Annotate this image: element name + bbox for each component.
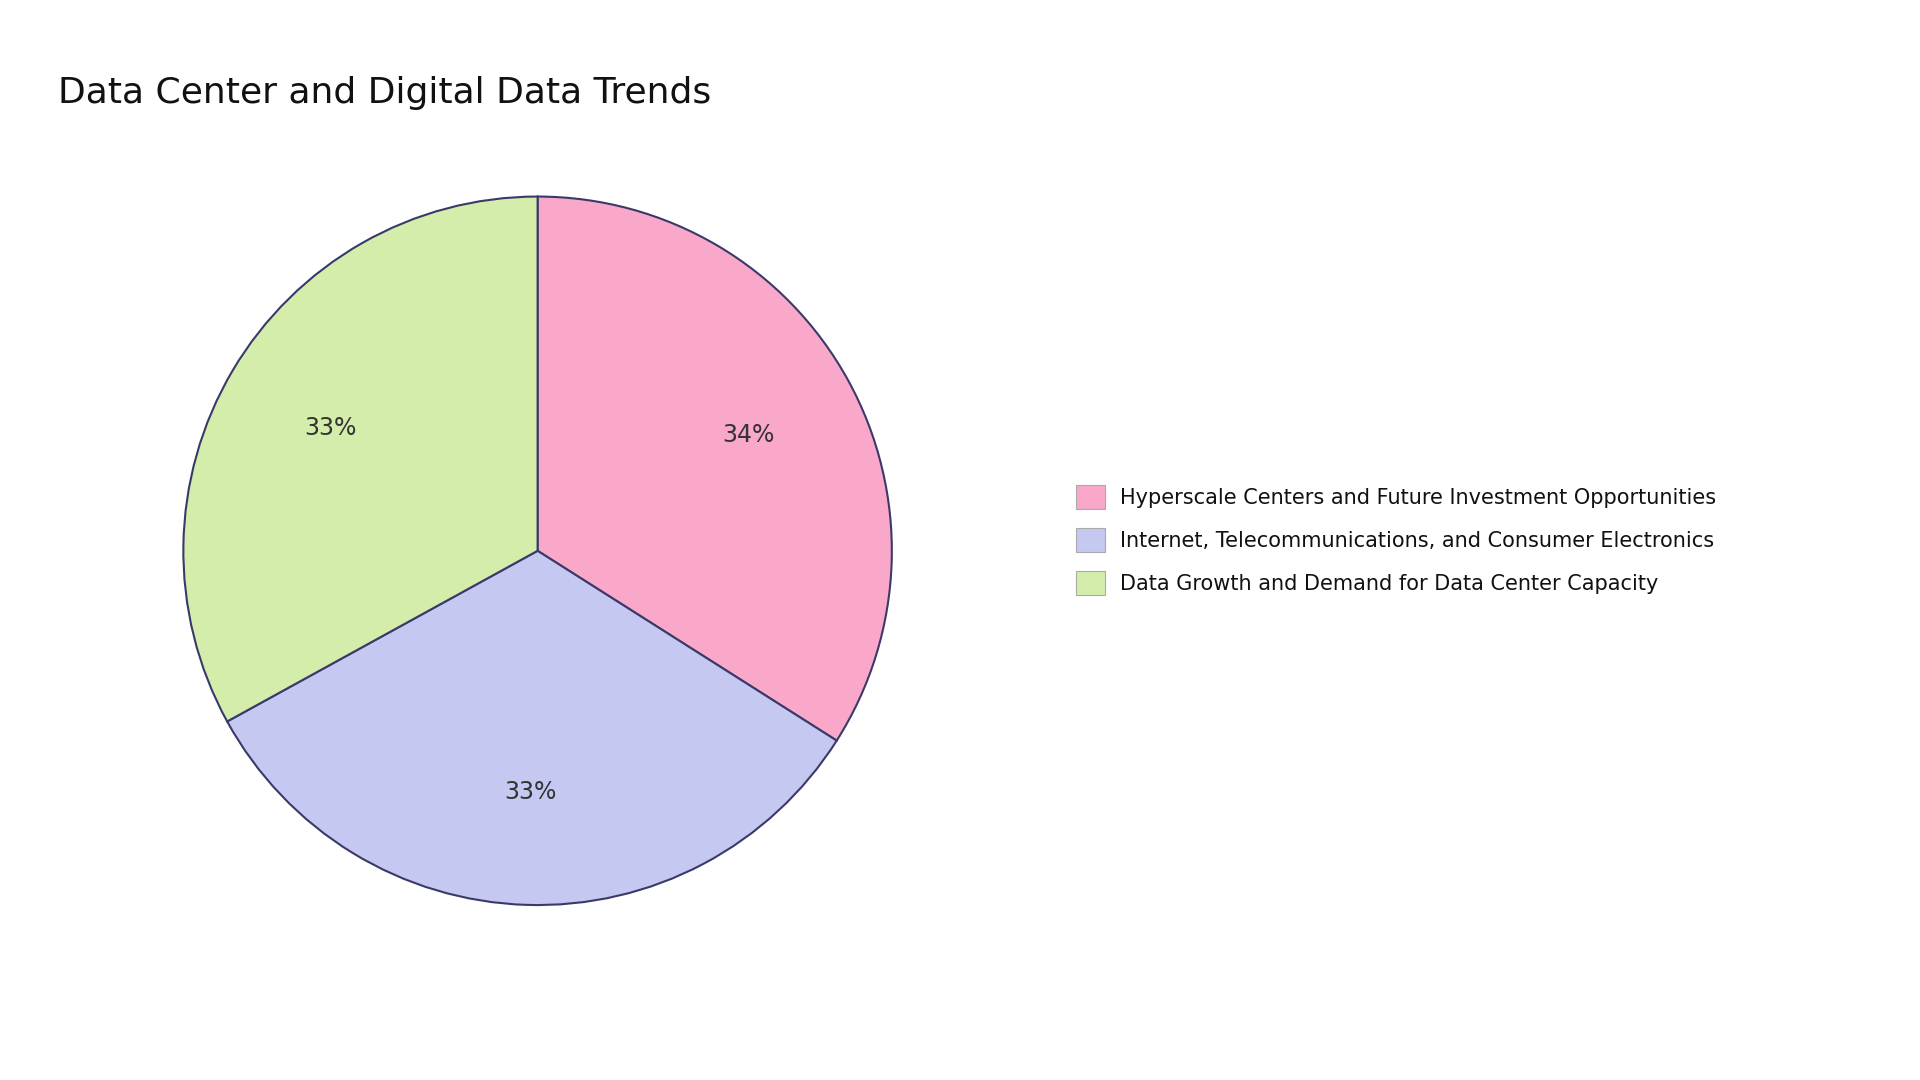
Text: 34%: 34% <box>722 422 776 447</box>
Text: 33%: 33% <box>503 780 557 804</box>
Wedge shape <box>184 197 538 721</box>
Legend: Hyperscale Centers and Future Investment Opportunities, Internet, Telecommunicat: Hyperscale Centers and Future Investment… <box>1075 485 1716 595</box>
Text: 33%: 33% <box>303 416 357 441</box>
Wedge shape <box>227 551 837 905</box>
Wedge shape <box>538 197 891 741</box>
Text: Data Center and Digital Data Trends: Data Center and Digital Data Trends <box>58 76 710 109</box>
